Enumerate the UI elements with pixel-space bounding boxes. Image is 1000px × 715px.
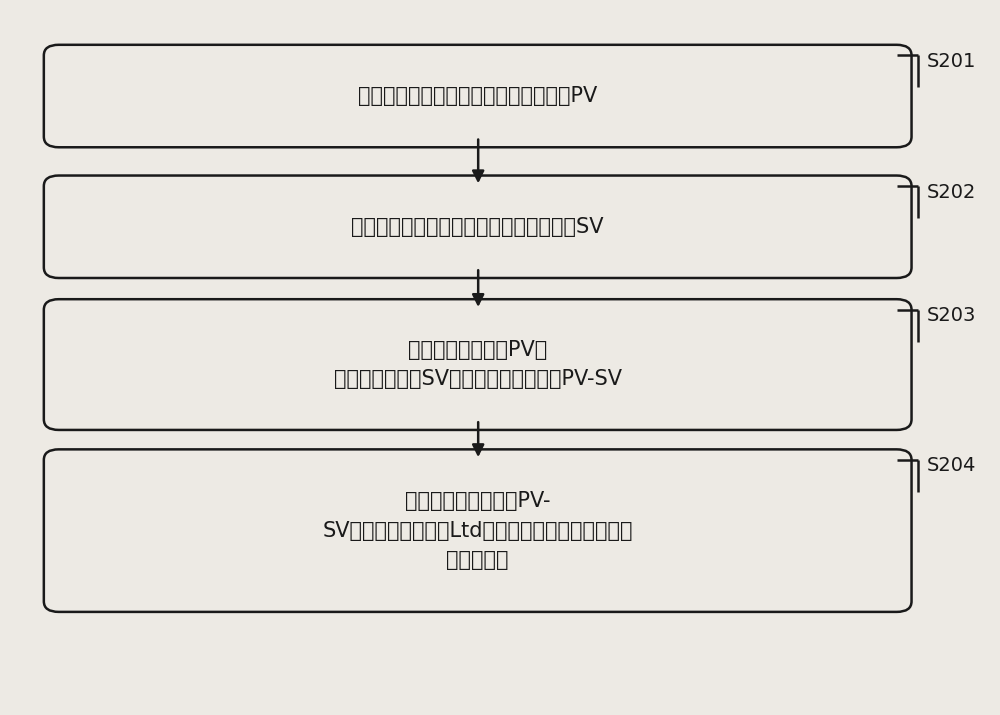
FancyBboxPatch shape [44, 449, 912, 612]
Text: 通过燃尽温度测量PV和
燃尽温度设定値SV计算燃尽温度控制偏PV-SV: 通过燃尽温度测量PV和 燃尽温度设定値SV计算燃尽温度控制偏PV-SV [334, 340, 622, 390]
Text: S201: S201 [926, 52, 976, 71]
Text: S203: S203 [926, 306, 976, 325]
Text: 判断燃尽温度控制偏PV-
SV是否大于偏差限幅Ltd，若是，则表明燃尽温度控
制偏差超限: 判断燃尽温度控制偏PV- SV是否大于偏差限幅Ltd，若是，则表明燃尽温度控 制… [322, 491, 633, 571]
Text: S204: S204 [926, 456, 976, 475]
FancyBboxPatch shape [44, 45, 912, 147]
Text: S202: S202 [926, 182, 976, 202]
FancyBboxPatch shape [44, 299, 912, 430]
Text: 获取燃尽温度控制环节的燃尽温度测量PV: 获取燃尽温度控制环节的燃尽温度测量PV [358, 86, 597, 106]
FancyBboxPatch shape [44, 176, 912, 278]
Text: 获取燃尽温度控制环节的燃尽温度设定値SV: 获取燃尽温度控制环节的燃尽温度设定値SV [351, 217, 604, 237]
